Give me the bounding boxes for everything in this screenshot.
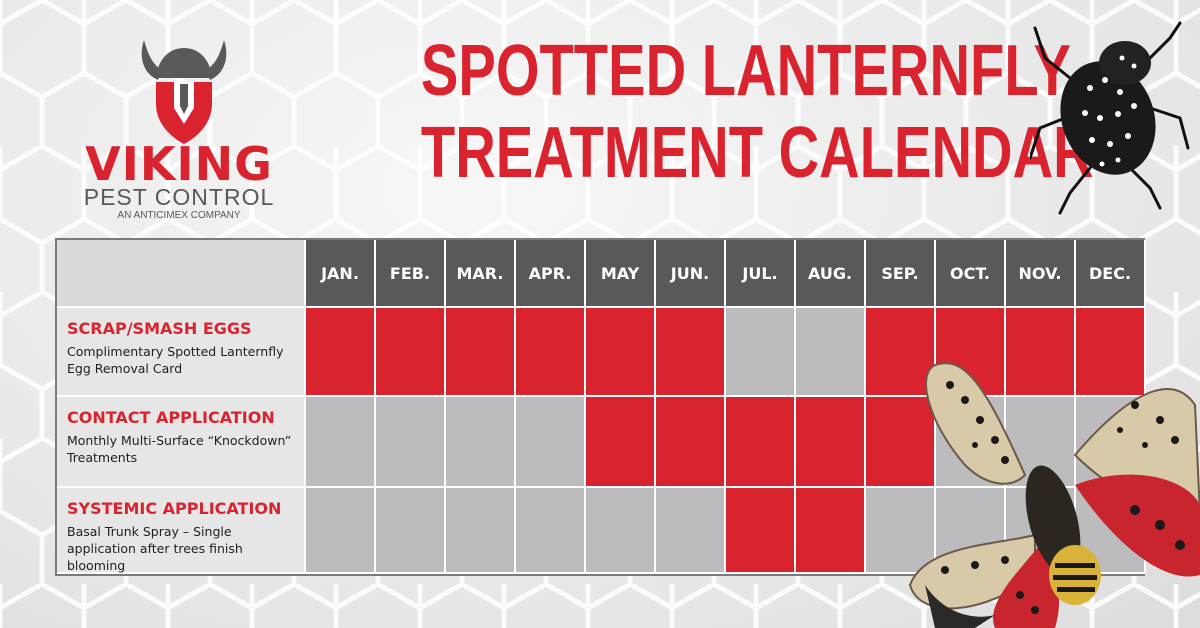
calendar-cell-inactive bbox=[306, 397, 376, 488]
month-header: SEP. bbox=[866, 240, 936, 308]
treatment-description: Basal Trunk Spray – Single application a… bbox=[67, 524, 243, 573]
month-header: FEB. bbox=[376, 240, 446, 308]
company-logo: VIKING PEST CONTROL AN ANTICIMEX COMPANY bbox=[48, 34, 310, 224]
treatment-label: CONTACT APPLICATION Monthly Multi-Surface… bbox=[57, 397, 306, 488]
treatment-title: SYSTEMIC APPLICATION bbox=[67, 499, 282, 518]
calendar-cell-active bbox=[796, 488, 866, 574]
calendar-cell-inactive bbox=[516, 397, 586, 488]
calendar-cell-active bbox=[656, 397, 726, 488]
calendar-cell-inactive bbox=[796, 308, 866, 397]
calendar-cell-inactive bbox=[376, 488, 446, 574]
month-header: OCT. bbox=[936, 240, 1006, 308]
calendar-cell-active bbox=[866, 397, 936, 488]
treatment-description: Complimentary Spotted Lanternfly Egg Rem… bbox=[67, 344, 284, 376]
calendar-cell-inactive bbox=[866, 488, 936, 574]
month-header: AUG. bbox=[796, 240, 866, 308]
calendar-cell-active bbox=[586, 397, 656, 488]
calendar-cell-inactive bbox=[446, 488, 516, 574]
calendar-cell-active bbox=[726, 488, 796, 574]
calendar-cell-active bbox=[586, 308, 656, 397]
calendar-cell-active bbox=[656, 308, 726, 397]
treatment-calendar-table: JAN. FEB. MAR. APR. MAY JUN. JUL. AUG. SEP. OCT. N… bbox=[55, 238, 1146, 576]
month-header: MAR. bbox=[446, 240, 516, 308]
month-header: NOV. bbox=[1006, 240, 1076, 308]
calendar-cell-inactive bbox=[306, 488, 376, 574]
lanternfly-adult-image bbox=[908, 362, 1200, 628]
month-header: JAN. bbox=[306, 240, 376, 308]
calendar-cell-inactive bbox=[446, 397, 516, 488]
treatment-label: SYSTEMIC APPLICATION Basal Trunk Spray – … bbox=[57, 488, 306, 574]
calendar-cell-active bbox=[446, 308, 516, 397]
logo-name: VIKING bbox=[85, 137, 273, 191]
table-corner-cell bbox=[57, 240, 306, 308]
treatment-title: SCRAP/SMASH EGGS bbox=[67, 319, 252, 338]
calendar-cell-inactive bbox=[376, 397, 446, 488]
calendar-cell-inactive bbox=[516, 488, 586, 574]
logo-tagline: AN ANTICIMEX COMPANY bbox=[117, 210, 241, 221]
treatment-title: CONTACT APPLICATION bbox=[67, 408, 275, 427]
month-header: JUN. bbox=[656, 240, 726, 308]
month-header: MAY bbox=[586, 240, 656, 308]
month-header: DEC. bbox=[1076, 240, 1146, 308]
viking-helmet-icon bbox=[141, 40, 227, 144]
calendar-cell-active bbox=[866, 308, 936, 397]
calendar-cell-inactive bbox=[656, 488, 726, 574]
calendar-cell-active bbox=[1006, 308, 1076, 397]
headline: SPOTTED LANTERNFLY TREATMENT CALENDAR bbox=[345, 30, 1094, 194]
calendar-cell-active bbox=[796, 397, 866, 488]
calendar-cell-active bbox=[726, 397, 796, 488]
calendar-cell-inactive bbox=[586, 488, 656, 574]
lanternfly-nymph-image bbox=[1030, 21, 1190, 215]
treatment-description: Monthly Multi-Surface “Knockdown” Treatm… bbox=[67, 433, 292, 465]
calendar-cell-active bbox=[516, 308, 586, 397]
month-header: APR. bbox=[516, 240, 586, 308]
calendar-cell-active bbox=[1076, 308, 1146, 397]
headline-line-1: SPOTTED LANTERNFLY bbox=[420, 31, 1071, 111]
headline-line-2: TREATMENT CALENDAR bbox=[420, 113, 1094, 193]
treatment-label: SCRAP/SMASH EGGS Complimentary Spotted La… bbox=[57, 308, 306, 397]
calendar-cell-inactive bbox=[726, 308, 796, 397]
calendar-cell-active bbox=[306, 308, 376, 397]
month-header: JUL. bbox=[726, 240, 796, 308]
calendar-cell-active bbox=[376, 308, 446, 397]
calendar-grid: JAN. FEB. MAR. APR. MAY JUN. JUL. AUG. SEP. OCT. N… bbox=[57, 240, 1146, 574]
logo-subtitle: PEST CONTROL bbox=[83, 184, 275, 210]
